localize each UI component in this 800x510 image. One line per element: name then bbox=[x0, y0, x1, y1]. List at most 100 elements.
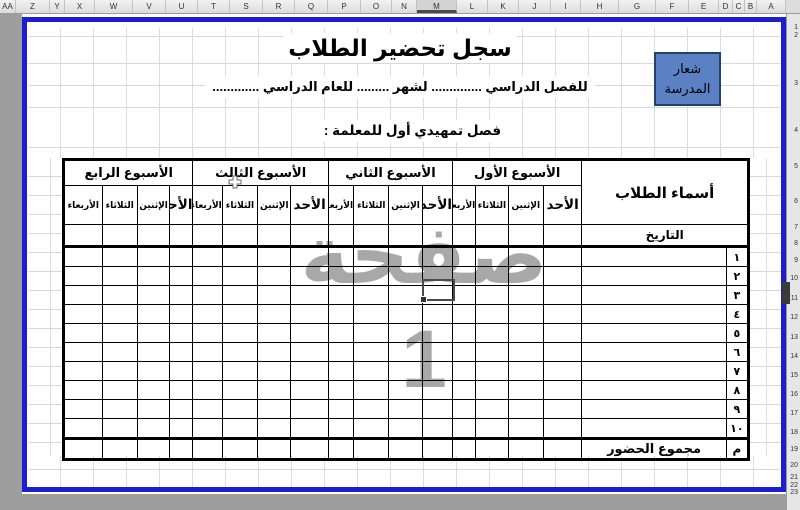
column-header-a[interactable]: A bbox=[757, 0, 786, 13]
attendance-cell[interactable] bbox=[221, 304, 259, 324]
total-cell[interactable] bbox=[136, 437, 171, 460]
column-header-aa[interactable]: AA bbox=[0, 0, 16, 13]
date-cell[interactable] bbox=[169, 224, 194, 248]
attendance-cell[interactable] bbox=[542, 285, 583, 305]
total-cell[interactable] bbox=[542, 437, 583, 460]
attendance-cell[interactable] bbox=[63, 323, 103, 343]
column-header-w[interactable]: W bbox=[95, 0, 133, 13]
attendance-cell[interactable] bbox=[507, 342, 544, 362]
attendance-cell[interactable] bbox=[257, 323, 292, 343]
attendance-cell[interactable] bbox=[542, 323, 583, 343]
total-cell[interactable] bbox=[507, 437, 544, 460]
attendance-cell[interactable] bbox=[388, 304, 423, 324]
attendance-cell[interactable] bbox=[353, 323, 390, 343]
attendance-cell[interactable] bbox=[101, 246, 138, 267]
attendance-cell[interactable] bbox=[452, 361, 477, 381]
day-header-w4-4[interactable]: الأربعاء bbox=[63, 185, 103, 225]
row-header-11[interactable]: 11 bbox=[790, 295, 798, 302]
total-cell[interactable] bbox=[169, 437, 194, 460]
student-name-cell[interactable] bbox=[581, 304, 727, 324]
attendance-cell[interactable] bbox=[63, 246, 103, 267]
attendance-cell[interactable] bbox=[192, 399, 223, 419]
date-cell[interactable] bbox=[475, 224, 509, 248]
attendance-cell[interactable] bbox=[542, 418, 583, 439]
attendance-cell[interactable] bbox=[421, 399, 454, 419]
total-cell[interactable] bbox=[388, 437, 423, 460]
row-header-9[interactable]: 9 bbox=[794, 257, 798, 264]
total-cell[interactable] bbox=[221, 437, 259, 460]
row-header-7[interactable]: 7 bbox=[794, 224, 798, 231]
attendance-cell[interactable] bbox=[388, 418, 423, 439]
attendance-cell[interactable] bbox=[169, 418, 194, 439]
date-cell[interactable] bbox=[221, 224, 259, 248]
total-cell[interactable] bbox=[101, 437, 138, 460]
attendance-cell[interactable] bbox=[290, 361, 329, 381]
attendance-cell[interactable] bbox=[101, 418, 138, 439]
attendance-cell[interactable] bbox=[507, 418, 544, 439]
attendance-cell[interactable] bbox=[192, 418, 223, 439]
attendance-cell[interactable] bbox=[475, 285, 509, 305]
attendance-cell[interactable] bbox=[475, 266, 509, 286]
row-header-22[interactable]: 22 bbox=[790, 482, 798, 489]
row-number-cell[interactable]: ٨ bbox=[725, 380, 750, 400]
total-cell[interactable] bbox=[63, 437, 103, 460]
student-name-cell[interactable] bbox=[581, 266, 727, 286]
column-header-l[interactable]: L bbox=[457, 0, 488, 13]
row-header-14[interactable]: 14 bbox=[790, 353, 798, 360]
day-header-w3-2[interactable]: الإثنين bbox=[257, 185, 292, 225]
column-header-e[interactable]: E bbox=[689, 0, 719, 13]
column-header-d[interactable]: D bbox=[719, 0, 733, 13]
attendance-cell[interactable] bbox=[542, 380, 583, 400]
day-header-w3-1[interactable]: الأحد bbox=[290, 185, 329, 225]
attendance-cell[interactable] bbox=[221, 399, 259, 419]
attendance-cell[interactable] bbox=[452, 246, 477, 267]
attendance-cell[interactable] bbox=[542, 399, 583, 419]
total-cell[interactable] bbox=[290, 437, 329, 460]
column-header-q[interactable]: Q bbox=[295, 0, 328, 13]
row-header-5[interactable]: 5 bbox=[794, 163, 798, 170]
attendance-cell[interactable] bbox=[221, 266, 259, 286]
column-header-n[interactable]: N bbox=[392, 0, 417, 13]
row-header-17[interactable]: 17 bbox=[790, 410, 798, 417]
row-number-cell[interactable]: ١٠ bbox=[725, 418, 750, 439]
column-header-y[interactable]: Y bbox=[50, 0, 65, 13]
row-header-4[interactable]: 4 bbox=[794, 127, 798, 134]
attendance-cell[interactable] bbox=[169, 342, 194, 362]
attendance-cell[interactable] bbox=[388, 285, 423, 305]
attendance-cell[interactable] bbox=[327, 323, 355, 343]
attendance-cell[interactable] bbox=[221, 418, 259, 439]
attendance-cell[interactable] bbox=[63, 361, 103, 381]
attendance-cell[interactable] bbox=[63, 380, 103, 400]
column-header-p[interactable]: P bbox=[328, 0, 361, 13]
day-header-w4-1[interactable]: الأحد bbox=[169, 185, 194, 225]
row-header-1[interactable]: 1 bbox=[794, 24, 798, 31]
attendance-cell[interactable] bbox=[542, 304, 583, 324]
attendance-cell[interactable] bbox=[221, 285, 259, 305]
attendance-cell[interactable] bbox=[257, 380, 292, 400]
attendance-cell[interactable] bbox=[290, 304, 329, 324]
row-header-19[interactable]: 19 bbox=[790, 446, 798, 453]
attendance-cell[interactable] bbox=[290, 285, 329, 305]
attendance-cell[interactable] bbox=[101, 266, 138, 286]
attendance-cell[interactable] bbox=[421, 246, 454, 267]
attendance-cell[interactable] bbox=[101, 323, 138, 343]
attendance-cell[interactable] bbox=[63, 342, 103, 362]
row-number-cell[interactable]: ٣ bbox=[725, 285, 750, 305]
attendance-cell[interactable] bbox=[353, 399, 390, 419]
attendance-cell[interactable] bbox=[475, 418, 509, 439]
attendance-cell[interactable] bbox=[169, 246, 194, 267]
student-name-cell[interactable] bbox=[581, 246, 727, 267]
attendance-cell[interactable] bbox=[290, 399, 329, 419]
attendance-cell[interactable] bbox=[169, 380, 194, 400]
day-header-w2-2[interactable]: الإثنين bbox=[388, 185, 423, 225]
attendance-cell[interactable] bbox=[257, 285, 292, 305]
column-header-g[interactable]: G bbox=[619, 0, 656, 13]
attendance-cell[interactable] bbox=[507, 266, 544, 286]
attendance-cell[interactable] bbox=[507, 285, 544, 305]
attendance-cell[interactable] bbox=[290, 323, 329, 343]
attendance-cell[interactable] bbox=[221, 323, 259, 343]
attendance-cell[interactable] bbox=[353, 361, 390, 381]
attendance-cell[interactable] bbox=[353, 304, 390, 324]
attendance-cell[interactable] bbox=[421, 380, 454, 400]
row-header-8[interactable]: 8 bbox=[794, 240, 798, 247]
